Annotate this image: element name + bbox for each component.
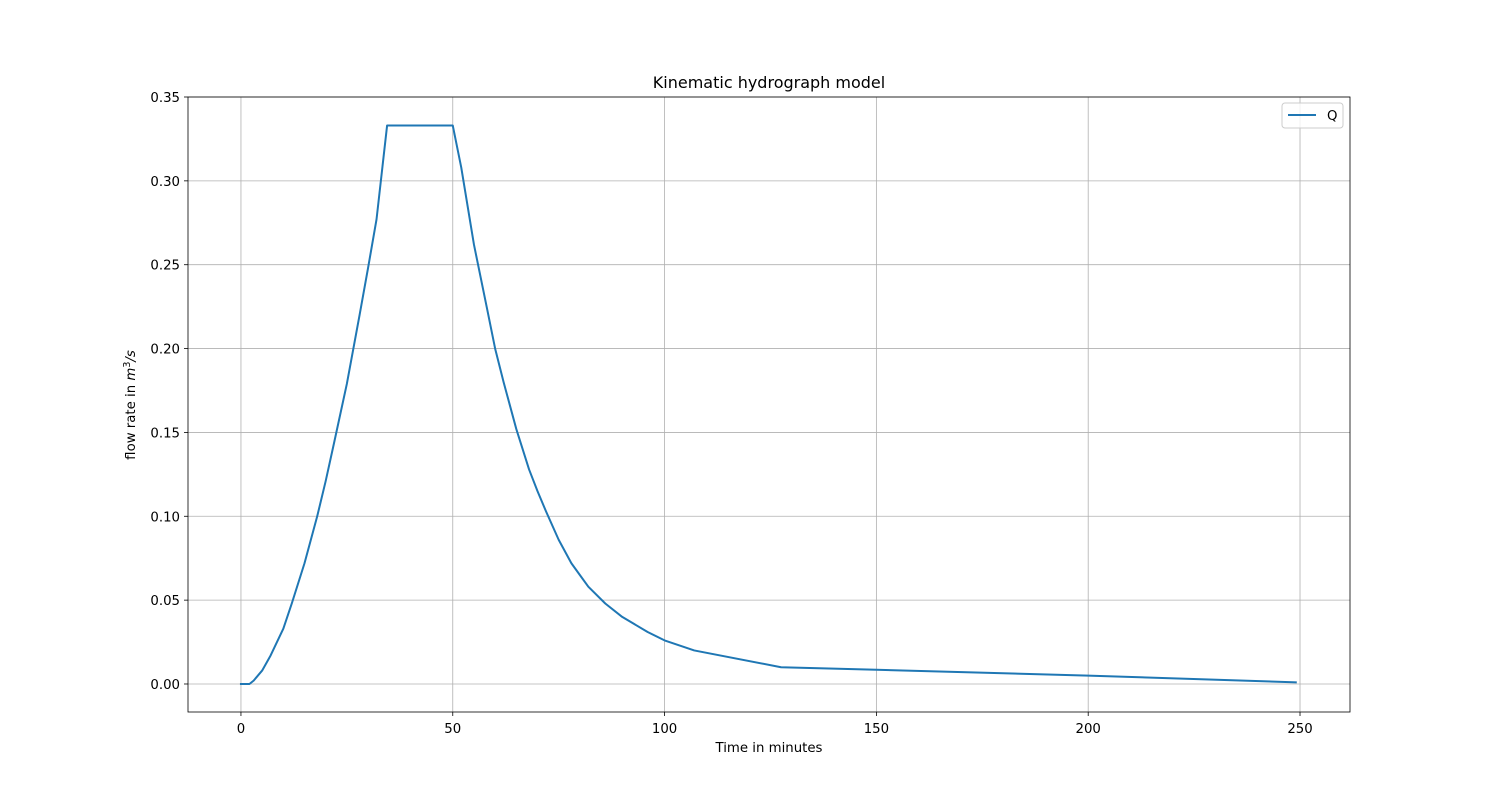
y-axis-label: flow rate in m3/s — [122, 350, 139, 460]
y-tick-label: 0.35 — [150, 91, 180, 106]
x-tick-label: 200 — [1076, 722, 1101, 737]
x-tick-label: 150 — [864, 722, 889, 737]
x-axis-label: Time in minutes — [715, 741, 823, 756]
series-layer — [239, 124, 1297, 685]
x-axis-ticks: 0 50 100 150 200 250 — [237, 712, 1313, 737]
y-tick-label: 0.05 — [150, 594, 180, 609]
y-tick-label: 0.25 — [150, 259, 180, 274]
legend: Q — [1281, 102, 1344, 129]
x-tick-label: 100 — [652, 722, 677, 737]
series-line-q — [239, 124, 1297, 685]
y-axis-label-prefix: flow rate in — [124, 381, 139, 460]
x-tick-label: 50 — [444, 722, 461, 737]
y-tick-label: 0.10 — [150, 510, 180, 525]
y-axis-label-unit-sup: 3 — [122, 362, 133, 368]
x-tick-label: 0 — [237, 722, 245, 737]
y-tick-label: 0.30 — [150, 175, 180, 190]
y-axis-label-unit-tail: /s — [124, 350, 139, 362]
x-tick-label: 250 — [1287, 722, 1312, 737]
y-tick-label: 0.20 — [150, 343, 180, 358]
plot-area-frame — [187, 96, 1351, 713]
legend-label-q: Q — [1327, 109, 1337, 124]
chart-title: Kinematic hydrograph model — [653, 73, 885, 92]
y-tick-label: 0.00 — [150, 678, 180, 693]
y-axis-label-unit-base: m — [124, 368, 139, 381]
y-axis-ticks: 0.00 0.05 0.10 0.15 0.20 0.25 0.30 0.35 — [150, 91, 188, 693]
y-tick-label: 0.15 — [150, 426, 180, 441]
